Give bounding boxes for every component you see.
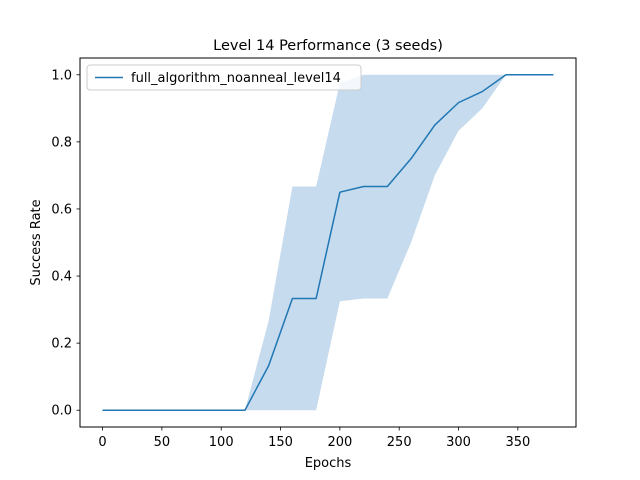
plot-frame	[79, 57, 577, 428]
x-tick-label: 200	[327, 435, 352, 450]
y-tick-label: 1.0	[51, 68, 72, 83]
x-tick-label: 100	[209, 435, 234, 450]
y-axis-ticks: 0.0 0.2 0.4 0.6 0.8 1.0	[51, 68, 80, 419]
series-line-layer	[102, 74, 554, 411]
y-tick-label: 0.4	[51, 270, 72, 285]
x-tick-label: 50	[154, 435, 171, 450]
y-tick-label: 0.2	[51, 337, 72, 352]
x-axis-ticks: 0 50 100 150 200 250 300 350	[98, 427, 530, 450]
x-tick-label: 150	[268, 435, 293, 450]
series-line-0	[102, 74, 554, 411]
legend: full_algorithm_noanneal_level14	[86, 64, 362, 91]
y-axis-label: Success Rate	[29, 199, 44, 285]
x-tick-label: 350	[505, 435, 530, 450]
x-axis-label: Epochs	[305, 456, 352, 471]
legend-label: full_algorithm_noanneal_level14	[131, 71, 341, 86]
y-tick-label: 0.8	[51, 135, 72, 150]
legend-box	[86, 64, 362, 91]
y-tick-label: 0.0	[51, 404, 72, 419]
x-tick-label: 0	[98, 435, 106, 450]
x-tick-label: 250	[387, 435, 412, 450]
chart-title: Level 14 Performance (3 seeds)	[213, 38, 443, 54]
x-tick-label: 300	[446, 435, 471, 450]
y-tick-label: 0.6	[51, 202, 72, 217]
